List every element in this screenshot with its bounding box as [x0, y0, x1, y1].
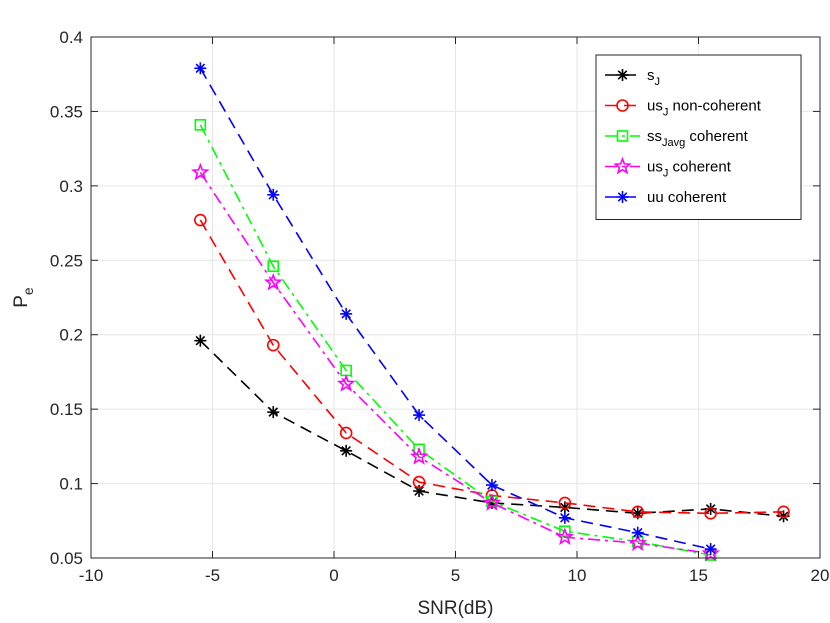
- data-point-marker: [704, 543, 717, 556]
- data-point-marker: [194, 62, 207, 75]
- data-point-marker: [616, 130, 629, 142]
- data-point-marker: [266, 338, 280, 352]
- x-tick-label: -5: [205, 566, 220, 585]
- x-tick-label: 20: [811, 566, 830, 585]
- data-point-marker: [485, 479, 498, 492]
- data-point-marker: [613, 156, 632, 175]
- legend-label-main: uu coherent: [647, 189, 727, 206]
- legend-box: [595, 54, 802, 220]
- data-point-marker: [413, 443, 425, 456]
- y-tick-label: 0.05: [50, 549, 83, 568]
- x-axis-label: SNR(dB): [417, 598, 493, 619]
- data-point-marker: [336, 374, 356, 392]
- legend-label-rest: coherent: [668, 159, 731, 176]
- y-axis-label-sub: e: [20, 287, 36, 295]
- y-axis-label-base: P: [11, 295, 32, 308]
- legend-label: usJ coherent: [647, 159, 732, 180]
- data-point-marker: [191, 162, 210, 181]
- series-4: [191, 162, 720, 562]
- axes: [90, 36, 821, 559]
- series-line: [199, 67, 711, 550]
- data-point-marker: [558, 496, 572, 510]
- legend-label-sub: J: [663, 107, 669, 119]
- data-point-marker: [631, 505, 645, 519]
- series-layer: [191, 62, 790, 562]
- x-tick-label: 5: [451, 566, 460, 585]
- y-tick-label: 0.1: [59, 475, 83, 494]
- y-tick-label: 0.2: [59, 326, 83, 345]
- data-point-marker: [339, 426, 353, 440]
- legend-label-sub: J: [663, 168, 669, 180]
- series-line: [199, 340, 784, 518]
- data-point-marker: [194, 213, 207, 227]
- tick-labels: -10 -5 0 5 10 15 20 0.05 0.1 0.15 0.2 0.25 0.3 0.35 0.…: [50, 28, 830, 585]
- legend-label-main: us: [647, 159, 663, 176]
- data-point-marker: [777, 505, 790, 519]
- x-tick-label: 0: [329, 566, 338, 585]
- legend-entry: usJ coherent: [605, 156, 732, 180]
- data-point-marker: [267, 406, 280, 419]
- y-tick-label: 0.15: [50, 400, 83, 419]
- data-point-marker: [555, 527, 575, 546]
- legend-label: usJ non-coherent: [647, 98, 762, 119]
- data-point-marker: [263, 272, 283, 291]
- legend-label-sub: Javg: [662, 137, 685, 149]
- data-point-marker: [558, 511, 571, 524]
- data-point-marker: [704, 507, 717, 520]
- legend-entry: uu coherent: [605, 189, 727, 206]
- series-line: [199, 172, 711, 555]
- legend-entry: usJ non-coherent: [605, 98, 762, 119]
- data-point-marker: [616, 191, 629, 203]
- series-line: [199, 124, 711, 556]
- data-point-marker: [628, 533, 648, 551]
- y-tick-label: 0.4: [59, 28, 83, 47]
- x-tick-label: 10: [568, 566, 587, 585]
- y-axis-label: Pe: [11, 287, 36, 308]
- legend-label-main: ss: [647, 128, 662, 145]
- data-point-marker: [616, 69, 629, 81]
- data-point-marker: [701, 543, 720, 562]
- legend-entry: ssJavg coherent: [605, 128, 749, 149]
- legend-label: uu coherent: [647, 189, 727, 206]
- legend-label-rest: non-coherent: [668, 98, 761, 115]
- data-point-marker: [267, 188, 280, 201]
- x-tick-label: 15: [689, 566, 708, 585]
- y-tick-label: 0.25: [50, 251, 83, 270]
- data-point-marker: [194, 119, 207, 131]
- data-point-marker: [409, 447, 429, 465]
- legend-label: sJ: [647, 67, 660, 88]
- data-point-marker: [340, 444, 353, 457]
- series-5: [194, 62, 717, 556]
- data-point-marker: [616, 99, 629, 112]
- data-point-marker: [413, 409, 426, 422]
- legend-label-main: s: [647, 67, 655, 84]
- legend-entry: sJ: [605, 67, 660, 88]
- data-point-marker: [631, 526, 644, 539]
- data-point-marker: [482, 493, 502, 511]
- legend-label-main: us: [647, 98, 663, 115]
- data-point-marker: [194, 334, 207, 347]
- data-point-marker: [412, 475, 426, 489]
- y-tick-label: 0.3: [59, 177, 83, 196]
- data-point-marker: [559, 525, 571, 538]
- x-tick-label: -10: [79, 566, 104, 585]
- data-point-marker: [267, 260, 280, 273]
- series-1: [194, 334, 790, 523]
- y-tick-label: 0.35: [50, 102, 83, 121]
- legend-label-sub: J: [655, 76, 661, 88]
- legend-label-rest: coherent: [685, 128, 748, 145]
- data-point-marker: [340, 307, 353, 320]
- legend-label: ssJavg coherent: [647, 128, 749, 149]
